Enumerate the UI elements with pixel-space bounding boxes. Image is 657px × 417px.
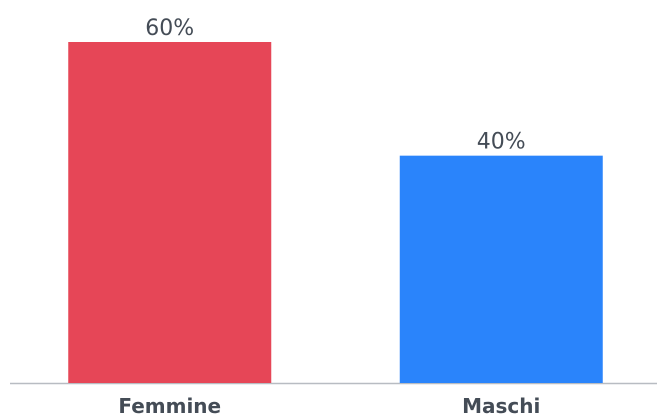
x-tick-label: Maschi xyxy=(462,394,540,417)
bar xyxy=(399,155,603,383)
x-tick-label: Femmine xyxy=(118,394,221,417)
value-label: 60% xyxy=(145,16,194,41)
value-label: 40% xyxy=(477,130,526,155)
bar xyxy=(68,42,272,383)
